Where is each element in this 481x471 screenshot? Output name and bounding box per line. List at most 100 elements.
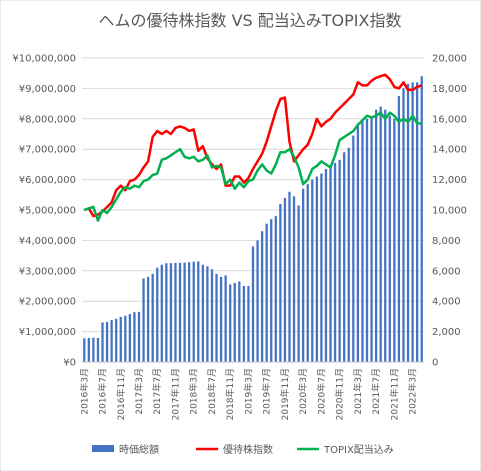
- right-axis-tick-label: 0: [432, 358, 438, 369]
- bar: [388, 115, 391, 362]
- bar: [165, 263, 168, 362]
- left-axis-tick-label: ¥8,000,000: [19, 114, 76, 125]
- bar: [197, 261, 200, 362]
- left-axis-tick-label: ¥6,000,000: [19, 175, 76, 186]
- bar: [379, 106, 382, 362]
- bar: [420, 76, 423, 363]
- bar: [238, 281, 241, 362]
- right-axis-tick-label: 16,000: [432, 114, 467, 125]
- bar: [356, 123, 360, 362]
- bar: [260, 231, 264, 362]
- bar: [292, 196, 296, 362]
- right-axis-tick-label: 20,000: [432, 54, 467, 65]
- left-axis-ticks: ¥0 ¥1,000,000 ¥2,000,000 ¥3,000,000 ¥4,000,0…: [12, 54, 76, 369]
- left-axis-tick-label: ¥4,000,000: [19, 236, 76, 247]
- x-axis-tick-label: 2016年7月: [97, 368, 109, 415]
- bar: [338, 159, 341, 362]
- bar: [201, 264, 204, 362]
- bar: [279, 203, 282, 362]
- x-axis-tick-label: 2018年7月: [206, 368, 218, 415]
- bar: [361, 120, 364, 362]
- bar: [151, 273, 154, 362]
- x-axis-tick-label: 2017年3月: [133, 368, 145, 415]
- bar: [188, 262, 191, 362]
- right-axis-tick-label: 4,000: [432, 297, 461, 308]
- bar: [302, 188, 305, 362]
- x-axis-tick-label: 2022年3月: [407, 368, 419, 415]
- x-axis-tick-label: 2018年11月: [224, 368, 236, 420]
- x-axis-tick-label: 2019年11月: [279, 368, 291, 420]
- bar: [256, 240, 259, 362]
- bar: [274, 216, 277, 362]
- bar: [137, 311, 141, 362]
- bar: [110, 320, 113, 362]
- bar: [128, 313, 132, 362]
- left-axis-tick-label: ¥5,000,000: [19, 206, 76, 217]
- bar: [320, 173, 323, 362]
- legend-label: 時価総額: [119, 443, 159, 456]
- bar: [105, 321, 109, 362]
- bar: [83, 338, 86, 362]
- bar: [397, 96, 401, 362]
- bar: [311, 179, 314, 362]
- bar: [283, 197, 287, 362]
- x-axis-tick-label: 2020年11月: [334, 368, 346, 420]
- x-axis-tick-label: 2021年11月: [388, 368, 400, 420]
- bar: [365, 118, 369, 362]
- bar: [156, 267, 159, 362]
- right-axis-tick-label: 18,000: [432, 84, 467, 95]
- bar: [96, 337, 100, 362]
- bar: [251, 246, 255, 362]
- bar: [370, 117, 373, 362]
- left-axis-tick-label: ¥1,000,000: [19, 327, 76, 338]
- chart-title: ヘムの優待株指数 VS 配当込みTOPIX指数: [99, 11, 402, 30]
- bar: [329, 165, 332, 362]
- x-axis-tick-label: 2016年11月: [115, 368, 127, 420]
- right-axis-ticks: 0 2,000 4,000 6,000 8,000 10,000 12,000 14,000 1…: [432, 54, 467, 369]
- bar: [297, 205, 300, 362]
- bar: [333, 162, 337, 362]
- bar: [183, 262, 186, 362]
- bar: [324, 168, 328, 362]
- bar: [247, 286, 250, 362]
- x-axis-tick-label: 2016年3月: [78, 368, 90, 415]
- x-axis-tick-label: 2020年7月: [315, 368, 327, 415]
- x-axis-tick-label: 2021年7月: [370, 368, 382, 415]
- bar: [174, 262, 177, 362]
- bar: [219, 276, 223, 362]
- bar: [265, 223, 268, 362]
- left-axis-tick-label: ¥0: [63, 358, 76, 369]
- bar: [393, 118, 396, 362]
- bar: [133, 312, 136, 362]
- left-axis-tick-label: ¥3,000,000: [19, 266, 76, 277]
- left-axis-tick-label: ¥7,000,000: [19, 145, 76, 156]
- x-axis-tick-label: 2017年7月: [151, 368, 163, 415]
- bar: [224, 275, 227, 362]
- bar: [87, 337, 90, 362]
- bar: [115, 318, 118, 362]
- bar: [411, 82, 414, 362]
- bar: [402, 88, 405, 363]
- bar: [288, 191, 291, 362]
- bar: [146, 276, 150, 362]
- left-axis-tick-label: ¥9,000,000: [19, 84, 76, 95]
- bar-series-market-cap: [83, 76, 423, 363]
- bar: [343, 152, 346, 362]
- bar: [233, 282, 236, 362]
- bar: [215, 273, 218, 362]
- x-axis-tick-label: 2018年3月: [188, 368, 200, 415]
- bar: [416, 82, 419, 362]
- legend-label: TOPIX配当込み: [323, 443, 394, 456]
- x-axis-tick-label: 2017年11月: [169, 368, 181, 420]
- bar: [315, 176, 318, 362]
- bar: [352, 135, 355, 362]
- x-axis-tick-label: 2021年3月: [352, 368, 364, 415]
- bar: [192, 261, 195, 362]
- right-axis-tick-label: 6,000: [432, 266, 461, 277]
- legend-label: 優待株指数: [223, 443, 273, 456]
- line-series-yutai-index: [83, 73, 423, 218]
- x-axis-tick-label: 2019年3月: [242, 368, 254, 415]
- right-axis-tick-label: 12,000: [432, 175, 467, 186]
